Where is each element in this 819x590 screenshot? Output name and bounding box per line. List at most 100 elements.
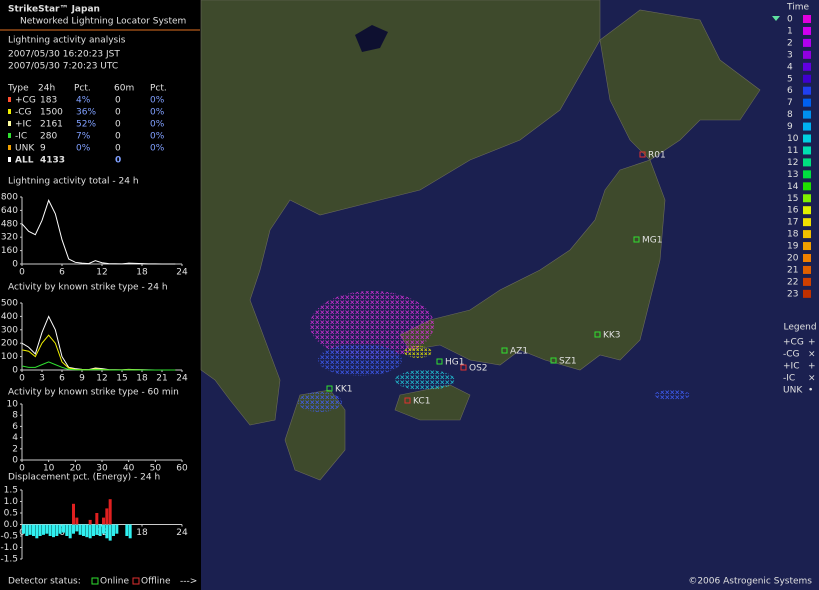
bar: [82, 524, 85, 536]
x-tick-label: 20: [70, 464, 82, 474]
legend-symbol: ×: [808, 374, 816, 384]
time-swatch: [803, 170, 811, 179]
status-label: Detector status:: [8, 577, 81, 587]
bar: [52, 524, 55, 538]
time-label: 13: [787, 170, 798, 180]
table-cell: 183: [40, 96, 57, 106]
y-tick-label: 4: [12, 433, 18, 443]
y-tick-label: 0: [12, 260, 18, 270]
x-tick-label: 18: [136, 528, 148, 538]
x-tick-label: 24: [176, 268, 188, 278]
series-line: [21, 199, 176, 265]
y-tick-label: -0.5: [0, 532, 18, 542]
x-tick-label: 18: [136, 374, 148, 384]
bar: [62, 524, 65, 533]
bar: [75, 524, 79, 532]
table-cell: 0%: [150, 144, 165, 154]
time-swatch: [803, 50, 811, 59]
table-cell: 0%: [76, 144, 91, 154]
y-tick-label: 0.5: [4, 509, 18, 519]
time-label: 20: [787, 254, 799, 264]
y-tick-label: 300: [1, 325, 18, 335]
time-swatch: [803, 254, 811, 262]
time-label: 12: [787, 158, 798, 168]
copyright: ©2006 Astrogenic Systems: [688, 577, 812, 587]
table-cell: 0%: [150, 120, 165, 130]
app-title: StrikeStar™ Japan: [8, 5, 100, 15]
x-tick-label: 40: [123, 464, 135, 474]
x-tick-label: 9: [79, 374, 85, 384]
table-cell: 2161: [40, 120, 63, 130]
bar: [95, 513, 99, 525]
x-tick-label: 3: [39, 374, 45, 384]
row-marker: [8, 133, 11, 138]
table-cell: -CG: [15, 108, 32, 118]
time-label: 22: [787, 277, 798, 287]
legend-label: UNK: [783, 386, 803, 396]
table-cell: 9: [40, 144, 46, 154]
bar: [48, 524, 52, 536]
x-tick-label: 6: [59, 374, 65, 384]
station-label: OS2: [469, 364, 488, 374]
x-tick-label: 6: [59, 268, 65, 278]
x-tick-label: 10: [43, 464, 55, 474]
station-label: SZ1: [559, 357, 577, 367]
bar: [102, 517, 105, 525]
x-tick-label: 24: [176, 528, 188, 538]
table-cell: 0%: [150, 108, 165, 118]
app-subtitle: Networked Lightning Locator System: [20, 17, 186, 27]
bar: [88, 519, 92, 525]
time-label: 10: [787, 134, 799, 144]
time-swatch: [803, 242, 811, 251]
y-tick-label: 2: [12, 444, 18, 454]
x-tick-label: 0: [19, 374, 25, 384]
time-swatch: [803, 158, 811, 167]
bar: [68, 524, 72, 539]
table-header: 24h: [38, 84, 55, 94]
y-tick-label: 500: [1, 299, 18, 309]
timestamp: 2007/05/30 16:20:23 JST: [8, 50, 120, 60]
bar: [85, 524, 89, 538]
bar: [35, 524, 39, 539]
y-tick-label: 480: [1, 219, 18, 229]
table-cell: 7%: [76, 132, 91, 142]
bar: [78, 524, 82, 535]
strike-clusters: [298, 291, 690, 412]
time-label: 19: [787, 242, 799, 252]
table-header: 60m: [114, 84, 134, 94]
y-tick-label: 8: [12, 411, 18, 421]
bar: [125, 524, 129, 536]
bar: [45, 524, 49, 534]
panel-title: Lightning activity total - 24 h: [8, 177, 139, 187]
time-swatch: [803, 182, 811, 191]
time-label: 17: [787, 218, 798, 228]
y-tick-label: 6: [12, 422, 18, 432]
time-swatch: [803, 218, 811, 227]
station-label: AZ1: [510, 347, 528, 357]
y-tick-label: 640: [1, 206, 18, 216]
legend-label: -CG: [783, 350, 800, 360]
bar: [25, 524, 29, 536]
bar: [115, 524, 119, 534]
y-tick-label: -1.5: [0, 555, 18, 565]
bar: [98, 524, 102, 536]
time-swatch: [803, 277, 811, 286]
stations: R01 MG1 KK3 AZ1 SZ1 HG1 OS2 KC1 KK1: [326, 151, 666, 407]
bar: [58, 524, 62, 534]
x-tick-label: 12: [96, 374, 107, 384]
table-cell: UNK: [15, 144, 35, 154]
legend-label: +IC: [783, 362, 799, 372]
section-title: Lightning activity analysis: [8, 36, 126, 46]
y-tick-label: 800: [1, 193, 18, 203]
y-tick-label: 100: [1, 352, 18, 362]
status-arrow[interactable]: --->: [180, 577, 197, 587]
bar: [72, 503, 75, 525]
land: [200, 0, 761, 481]
time-label: 21: [787, 265, 798, 275]
bar: [42, 524, 45, 535]
y-tick-label: 1.5: [4, 486, 18, 496]
legend-label: -IC: [783, 374, 795, 384]
y-tick-label: 0: [12, 456, 18, 466]
panel-title: Activity by known strike type - 24 h: [8, 283, 168, 293]
time-label: 8: [787, 110, 793, 120]
